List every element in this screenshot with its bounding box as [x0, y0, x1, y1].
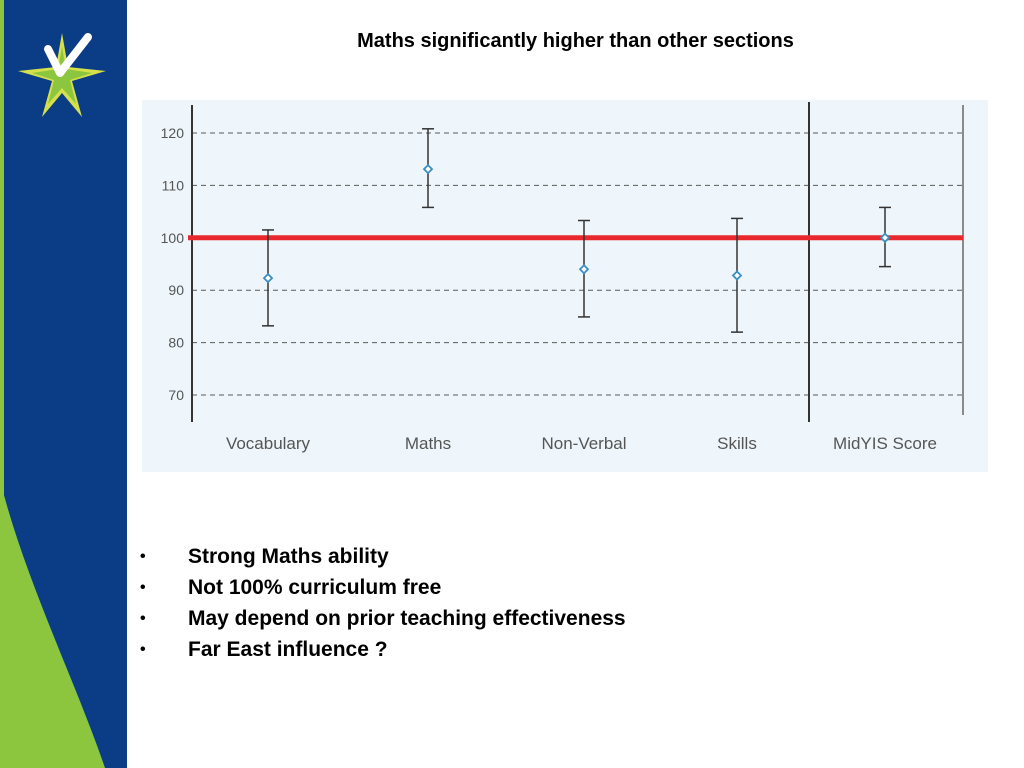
bullet-item: • Strong Maths ability	[140, 541, 626, 572]
x-category-label: Non-Verbal	[541, 434, 626, 453]
x-category-label: MidYIS Score	[833, 434, 937, 453]
side-band-green-stripe	[0, 0, 4, 520]
bullet-item: • May depend on prior teaching effectiven…	[140, 603, 626, 634]
y-tick-label: 80	[168, 335, 184, 351]
y-tick-label: 90	[168, 282, 184, 298]
checkmark-icon	[44, 33, 92, 77]
y-tick-label: 110	[162, 177, 185, 193]
bullet-text: Far East influence ?	[188, 638, 388, 661]
bullet-marker: •	[140, 610, 146, 627]
x-category-label: Skills	[717, 434, 757, 453]
bullet-text: May depend on prior teaching effectivene…	[188, 607, 626, 630]
data-point-1	[422, 163, 434, 175]
y-tick-label: 70	[168, 387, 184, 403]
y-tick-label: 120	[161, 125, 185, 141]
bullet-marker: •	[140, 641, 146, 658]
bullet-marker: •	[140, 579, 146, 596]
data-point-0	[262, 272, 274, 284]
data-point-2	[578, 263, 590, 275]
bullet-marker: •	[140, 548, 146, 565]
slide-title: Maths significantly higher than other se…	[357, 30, 794, 52]
y-tick-label: 100	[161, 230, 185, 246]
bullet-list: • Strong Maths ability • Not 100% curriculu…	[140, 541, 626, 665]
x-category-label: Vocabulary	[226, 434, 311, 453]
data-point-3	[731, 270, 743, 281]
bullet-item: • Not 100% curriculum free	[140, 572, 626, 603]
chart-background	[142, 100, 988, 472]
x-category-label: Maths	[405, 434, 451, 453]
bullet-item: • Far East influence ?	[140, 634, 626, 665]
bullet-text: Not 100% curriculum free	[188, 576, 442, 599]
bullet-text: Strong Maths ability	[188, 545, 389, 568]
star-logo-icon	[18, 33, 106, 117]
data-point-4	[879, 232, 891, 244]
side-decoration-band	[0, 0, 127, 768]
side-band-green-curve	[0, 480, 105, 768]
